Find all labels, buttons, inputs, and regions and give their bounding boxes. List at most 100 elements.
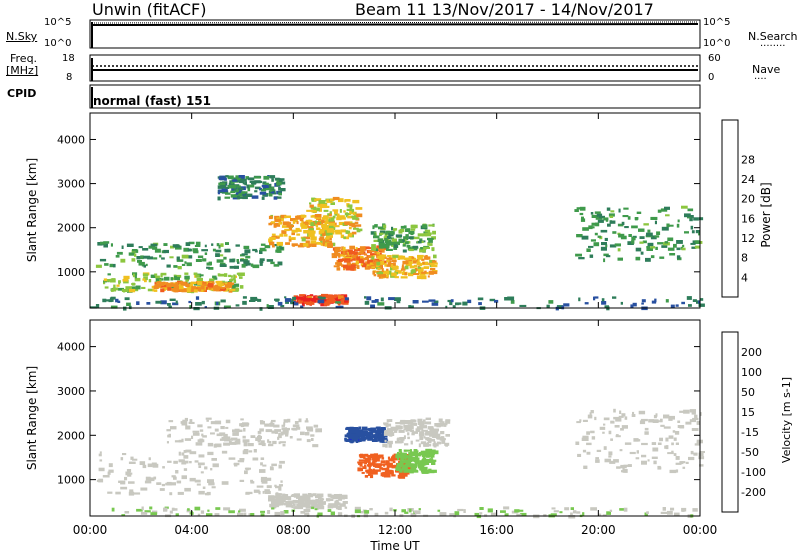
heatmap-cell bbox=[246, 184, 249, 189]
heatmap-cell bbox=[237, 185, 241, 190]
heatmap-cell bbox=[250, 263, 254, 267]
heatmap-cell bbox=[411, 224, 418, 229]
heatmap-cell bbox=[199, 429, 204, 432]
heatmap-cell bbox=[421, 427, 424, 432]
heatmap-cell bbox=[155, 275, 160, 279]
heatmap-cell bbox=[384, 511, 389, 515]
heatmap-cell bbox=[344, 221, 350, 226]
heatmap-cell bbox=[136, 301, 140, 305]
heatmap-cell bbox=[293, 218, 298, 223]
heatmap-cell bbox=[144, 510, 151, 513]
heatmap-cell bbox=[103, 280, 107, 283]
heatmap-cell bbox=[208, 282, 213, 287]
heatmap-cell bbox=[389, 470, 393, 473]
heatmap-cell bbox=[308, 219, 311, 223]
heatmap-cell bbox=[624, 442, 632, 445]
heatmap-cell bbox=[290, 218, 296, 222]
heatmap-cell bbox=[259, 258, 265, 262]
heatmap-cell bbox=[204, 306, 207, 309]
heatmap-cell bbox=[361, 471, 365, 474]
heatmap-cell bbox=[354, 224, 362, 227]
heatmap-cell bbox=[229, 441, 237, 445]
heatmap-cell bbox=[316, 493, 324, 498]
heatmap-cell bbox=[178, 459, 185, 463]
heatmap-cell bbox=[610, 438, 613, 441]
heatmap-cell bbox=[402, 249, 407, 253]
heatmap-cell bbox=[426, 455, 430, 458]
heatmap-cell bbox=[131, 286, 136, 289]
heatmap-cell bbox=[220, 243, 224, 247]
heatmap-cell bbox=[344, 439, 352, 442]
heatmap-cell bbox=[273, 223, 281, 227]
heatmap-cell bbox=[280, 511, 285, 515]
heatmap-cell bbox=[278, 187, 281, 191]
heatmap-cell bbox=[598, 513, 602, 517]
heatmap-cell bbox=[278, 221, 283, 225]
heatmap-cell bbox=[646, 511, 649, 515]
heatmap-cell bbox=[337, 297, 342, 300]
heatmap-cell bbox=[426, 256, 431, 260]
heatmap-cell bbox=[297, 501, 304, 505]
heatmap-cell bbox=[288, 238, 292, 242]
freq-label-1: Freq. bbox=[10, 52, 38, 65]
heatmap-cell bbox=[187, 508, 190, 511]
heatmap-cell bbox=[430, 271, 438, 275]
heatmap-cell bbox=[225, 186, 230, 189]
heatmap-cell bbox=[389, 507, 393, 512]
noise-ytick-top: 10^5 bbox=[44, 17, 72, 28]
heatmap-cell bbox=[120, 457, 124, 461]
heatmap-cell bbox=[309, 204, 314, 208]
heatmap-cell bbox=[115, 298, 119, 303]
heatmap-cell bbox=[329, 225, 334, 229]
heatmap-cell bbox=[387, 255, 392, 258]
heatmap-cell bbox=[378, 434, 384, 437]
heatmap-cell bbox=[98, 453, 102, 457]
heatmap-cell bbox=[321, 293, 328, 296]
heatmap-cell bbox=[313, 424, 319, 428]
heatmap-cell bbox=[393, 241, 398, 245]
heatmap-cell bbox=[387, 462, 393, 466]
heatmap-cell bbox=[229, 288, 236, 291]
heatmap-cell bbox=[410, 422, 414, 426]
heatmap-cell bbox=[216, 243, 220, 247]
heatmap-cell bbox=[163, 276, 170, 281]
heatmap-cell bbox=[279, 460, 285, 464]
heatmap-cell bbox=[193, 272, 198, 276]
heatmap-cell bbox=[369, 431, 374, 434]
heatmap-cell bbox=[178, 451, 181, 456]
heatmap-cell bbox=[690, 215, 694, 218]
heatmap-cell bbox=[609, 509, 613, 512]
heatmap-cell bbox=[371, 463, 374, 466]
heatmap-cell bbox=[271, 419, 276, 423]
heatmap-cell bbox=[216, 281, 222, 285]
heatmap-cell bbox=[588, 225, 593, 230]
heatmap-cell bbox=[596, 449, 602, 452]
heatmap-cell bbox=[393, 265, 398, 269]
heatmap-cell bbox=[276, 181, 282, 186]
heatmap-cell bbox=[320, 239, 323, 244]
heatmap-cell bbox=[316, 506, 319, 510]
heatmap-cell bbox=[391, 238, 397, 243]
heatmap-cell bbox=[358, 257, 365, 260]
heatmap-cell bbox=[189, 477, 196, 482]
heatmap-cell bbox=[342, 251, 346, 255]
heatmap-cell bbox=[304, 432, 310, 436]
heatmap-cell bbox=[270, 221, 276, 224]
heatmap-cell bbox=[618, 208, 621, 213]
heatmap-cell bbox=[635, 247, 642, 252]
heatmap-cell bbox=[698, 452, 704, 457]
heatmap-cell bbox=[299, 218, 304, 222]
heatmap-cell bbox=[332, 215, 336, 219]
heatmap-cell bbox=[147, 288, 153, 292]
heatmap-cell bbox=[161, 257, 165, 260]
heatmap-cell bbox=[417, 241, 420, 244]
heatmap-cell bbox=[138, 246, 143, 249]
heatmap-cell bbox=[386, 419, 390, 423]
heatmap-cell bbox=[289, 436, 293, 439]
heatmap-cell bbox=[207, 509, 210, 512]
heatmap-cell bbox=[308, 226, 314, 230]
heatmap-cell bbox=[248, 184, 253, 187]
heatmap-cell bbox=[601, 242, 607, 246]
heatmap-cell bbox=[308, 228, 314, 231]
